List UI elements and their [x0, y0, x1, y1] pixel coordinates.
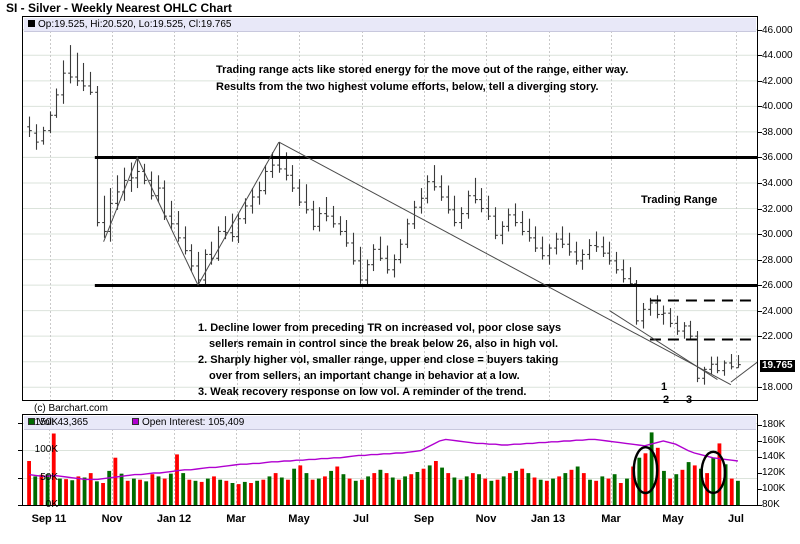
price-axis-tick: [758, 106, 762, 107]
open-interest-axis-label: 80K: [762, 499, 780, 510]
price-axis-label: 18.000: [762, 382, 793, 393]
volume-swatch-icon: [28, 417, 35, 425]
price-legend-text: Op:19.525, Hi:20.520, Lo:19.525, Cl:19.7…: [28, 18, 231, 31]
price-axis-label: 44.000: [762, 50, 793, 61]
x-axis-label: Jan 12: [156, 513, 192, 525]
open-interest-axis-tick: [758, 505, 762, 506]
price-axis-label: 40.000: [762, 101, 793, 112]
x-axis-label: Nov: [101, 513, 123, 525]
volume-legend-label: Vol: 43,365: [38, 417, 89, 428]
price-axis-tick: [758, 132, 762, 133]
x-axis-label: Mar: [226, 513, 246, 525]
price-axis-tick: [758, 234, 762, 235]
marker-2: 2: [663, 394, 670, 406]
open-interest-axis-tick: [758, 425, 762, 426]
price-legend-bar: Op:19.525, Hi:20.520, Lo:19.525, Cl:19.7…: [24, 18, 756, 32]
page-title: SI - Silver - Weekly Nearest OHLC Chart: [6, 1, 232, 15]
volume-chart-panel[interactable]: Vol: 43,365 Open Interest: 105,409: [22, 414, 758, 506]
price-axis-tick: [758, 285, 762, 286]
marker-1: 1: [661, 381, 668, 393]
open-interest-swatch-icon: [132, 417, 139, 425]
annotation-list-1b: sellers remain in control since the brea…: [209, 338, 559, 350]
open-interest-axis-tick: [758, 489, 762, 490]
open-interest-legend-label: Open Interest: 105,409: [142, 417, 245, 428]
annotation-list-3: 3. Weak recovery response on low vol. A …: [198, 386, 527, 398]
volume-axis-tick: [18, 450, 22, 451]
annotation-list-2a: 2. Sharply higher vol, smaller range, up…: [198, 354, 559, 366]
open-interest-axis-label: 120K: [762, 467, 786, 478]
price-axis-label: 36.000: [762, 152, 793, 163]
annotation-top-line-1: Trading range acts like stored energy fo…: [216, 64, 629, 76]
price-axis-label: 28.000: [762, 255, 793, 266]
price-axis-label: 24.000: [762, 306, 793, 317]
price-axis-tick: [758, 209, 762, 210]
annotation-trading-range: Trading Range: [641, 194, 718, 206]
volume-legend-bar: Vol: 43,365 Open Interest: 105,409: [24, 416, 756, 430]
price-axis-label: 34.000: [762, 178, 793, 189]
watermark: (c) Barchart.com: [34, 403, 108, 414]
open-interest-legend-item: Open Interest: 105,409: [132, 416, 244, 429]
price-axis-label: 46.000: [762, 25, 793, 36]
open-interest-axis-label: 160K: [762, 435, 786, 446]
annotation-list-2b: over from sellers, an important change i…: [209, 370, 520, 382]
price-axis-label: 32.000: [762, 204, 793, 215]
open-interest-axis-tick: [758, 441, 762, 442]
volume-legend-item: Vol: 43,365: [28, 416, 88, 429]
volume-axis-label: 100K: [34, 444, 58, 455]
x-axis-label: May: [662, 513, 684, 525]
x-axis-label: Jul: [353, 513, 369, 525]
volume-axis-label: 50K: [40, 472, 58, 483]
price-axis-tick: [758, 260, 762, 261]
open-interest-axis-label: 140K: [762, 451, 786, 462]
last-price-badge: 19.765: [760, 360, 795, 372]
x-axis-label: Sep: [413, 513, 435, 525]
x-axis-label: Sep 11: [31, 513, 67, 525]
x-axis-label: Jul: [728, 513, 744, 525]
volume-axis-label: 0K: [45, 499, 58, 510]
price-plot-svg: [23, 29, 757, 400]
volume-axis-tick: [18, 423, 22, 424]
annotation-list-1a: 1. Decline lower from preceding TR on in…: [198, 322, 562, 334]
price-axis-tick: [758, 157, 762, 158]
open-interest-axis-tick: [758, 473, 762, 474]
annotation-top-line-2: Results from the two highest volume effo…: [216, 81, 599, 93]
price-axis-tick: [758, 311, 762, 312]
x-axis-label: Nov: [475, 513, 497, 525]
price-axis-label: 22.000: [762, 331, 793, 342]
volume-plot-svg: [23, 423, 757, 505]
x-axis-label: Jan 13: [530, 513, 566, 525]
price-axis-tick: [758, 55, 762, 56]
price-axis-label: 38.000: [762, 127, 793, 138]
volume-axis-label: 150K: [34, 417, 58, 428]
open-interest-axis-label: 180K: [762, 419, 786, 430]
price-axis-label: 42.000: [762, 76, 793, 87]
price-axis-tick: [758, 336, 762, 337]
price-axis-tick: [758, 81, 762, 82]
price-axis-tick: [758, 30, 762, 31]
ohlc-values: Op:19.525, Hi:20.520, Lo:19.525, Cl:19.7…: [38, 19, 232, 30]
price-axis-label: 30.000: [762, 229, 793, 240]
price-axis-label: 26.000: [762, 280, 793, 291]
price-axis-tick: [758, 387, 762, 388]
volume-axis-tick: [18, 505, 22, 506]
x-axis-label: May: [288, 513, 310, 525]
open-interest-axis-tick: [758, 457, 762, 458]
marker-3: 3: [686, 394, 693, 406]
price-chart-panel[interactable]: Op:19.525, Hi:20.520, Lo:19.525, Cl:19.7…: [22, 16, 758, 401]
open-interest-axis-label: 100K: [762, 483, 786, 494]
legend-square-icon: [28, 19, 35, 27]
price-axis-tick: [758, 183, 762, 184]
volume-axis-tick: [18, 478, 22, 479]
x-axis-label: Mar: [601, 513, 621, 525]
